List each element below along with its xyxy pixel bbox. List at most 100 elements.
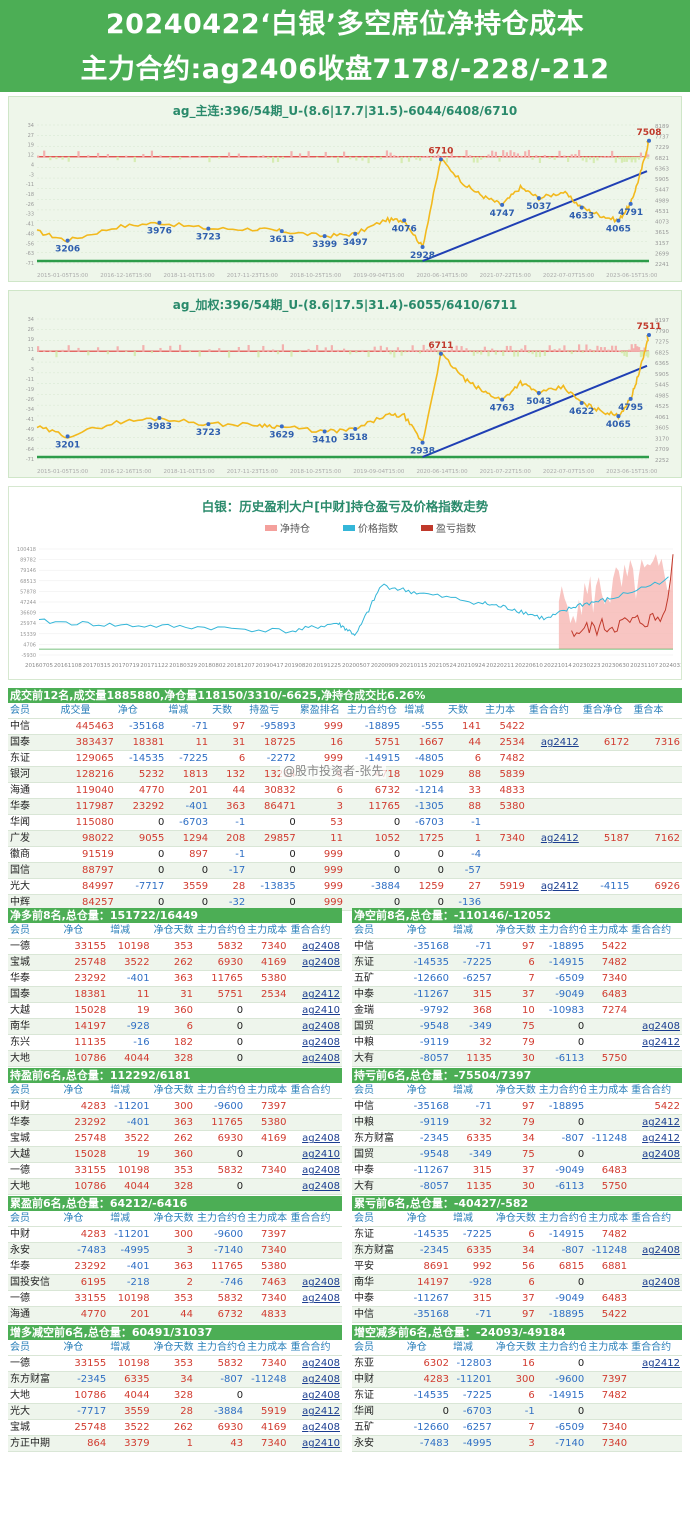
table-cell: 23292 (115, 798, 167, 816)
position-bar (55, 351, 58, 358)
column-header: 主力成本 (245, 1340, 289, 1357)
table-cell: ag2408 (288, 954, 342, 972)
peak-label: 4633 (569, 212, 594, 222)
position-bar (558, 348, 561, 352)
table-cell (580, 862, 632, 880)
table-cell: 7340 (245, 1290, 289, 1308)
table-header-row: 会员 净仓 增减 净仓天数 主力合约仓 主力成本 重合合约 (8, 1211, 342, 1228)
table-row: 南华 14197 -928 6 0 ag2408 (8, 1018, 342, 1036)
position-bar (267, 349, 270, 352)
position-bar (106, 351, 109, 355)
table-cell: 宝城 (8, 954, 62, 972)
table-row: 中信 -35168 -71 97 -18895 5422 (352, 1306, 682, 1324)
position-bar (487, 154, 490, 158)
table-cell: 东证 (352, 1226, 405, 1244)
position-bar (548, 156, 551, 159)
table-cell: -3884 (344, 878, 403, 896)
table-cell: 3559 (108, 1403, 152, 1421)
table-cell: 353 (151, 1355, 195, 1373)
table-header-row: 会员 净仓 增减 净仓天数 主力合约仓 主力成本 重合合约 (352, 923, 682, 940)
table-cell: 897 (166, 846, 211, 864)
table-cell: -746 (195, 1274, 246, 1292)
table-cell: 0 (115, 814, 167, 832)
position-bar (343, 348, 346, 352)
table-cell (629, 1306, 682, 1324)
table-cell (631, 798, 682, 816)
position-bar (603, 156, 606, 158)
table-cell: -35168 (404, 1306, 451, 1324)
position-bar (316, 156, 319, 158)
position-bar (647, 156, 650, 160)
table-cell: 11135 (61, 1034, 109, 1052)
position-bar (336, 156, 340, 163)
position-bar (600, 347, 603, 352)
table-cell: 10786 (61, 1050, 109, 1068)
position-bar (632, 156, 635, 160)
table-cell (245, 1387, 289, 1405)
column-header: 会员 (352, 1340, 405, 1357)
table-cell: -35168 (404, 938, 451, 956)
position-bar (628, 349, 631, 352)
table-row: 华闻 115080 0 -6703 -1 0 53 0 -6703 -1 (8, 814, 682, 832)
right-tick-label: 7229 (655, 145, 669, 151)
position-bar (630, 156, 633, 163)
table-cell: 30 (493, 1050, 537, 1068)
table-cell: -71 (166, 718, 211, 736)
table-cell: 10 (493, 1002, 537, 1020)
table-cell (245, 1002, 289, 1020)
position-bar (480, 156, 483, 160)
position-bar (67, 156, 70, 162)
table-cell: 中泰 (352, 1290, 405, 1308)
x-tick-label: 2018-10-25T15:00 (290, 469, 342, 475)
column-header: 净仓 (61, 1083, 109, 1100)
table-cell: 115080 (58, 814, 116, 832)
peak-marker (420, 440, 425, 445)
x-tick-label: 20200909 (371, 663, 399, 669)
table-cell: 银河 (8, 766, 59, 784)
table-cell: 海通 (8, 1306, 62, 1324)
table-cell: -9600 (195, 1226, 246, 1244)
table-row: 国泰 18381 11 31 5751 2534 ag2412 (8, 986, 342, 1004)
table-cell: 1 (151, 1435, 195, 1453)
table-cell: 262 (151, 954, 195, 972)
position-bar (169, 345, 172, 352)
table-cell: 3 (493, 1435, 537, 1453)
position-bar (558, 150, 561, 158)
table-cell: -11267 (404, 986, 451, 1004)
column-header: 成交量 (58, 703, 116, 720)
column-header: 主力成本 (245, 923, 289, 940)
position-bar (49, 350, 52, 352)
left-tick-label: -56 (26, 241, 34, 247)
legend-swatch (343, 525, 355, 531)
table-row: 大地 10786 4044 328 0 ag2408 (8, 1050, 342, 1068)
column-header: 主力合约仓 (195, 1083, 246, 1100)
position-bar (257, 351, 260, 358)
x-tick-label: 20181207 (227, 663, 255, 669)
position-bar (535, 351, 538, 358)
table-cell: -9600 (536, 1371, 587, 1389)
table-row: 华泰 23292 -401 363 11765 5380 (8, 1258, 342, 1276)
table-cell: -2345 (404, 1130, 451, 1148)
position-bar (87, 351, 90, 356)
table-cell (526, 814, 581, 832)
left-tick-label: 12 (28, 153, 34, 159)
peak-marker (157, 220, 162, 225)
table-cell: 中粮 (352, 1034, 405, 1052)
table-cell: 383437 (58, 734, 116, 752)
table-cell (629, 1290, 682, 1308)
position-bar (639, 351, 643, 358)
column-header: 重合净仓 (580, 703, 632, 720)
table-cell: -17 (210, 862, 248, 880)
position-bar (169, 156, 172, 160)
position-bar (494, 151, 497, 158)
position-bar (516, 153, 520, 158)
position-bar (465, 348, 468, 352)
position-bar (142, 153, 145, 158)
table-cell: 44 (446, 734, 484, 752)
column-header: 增减 (166, 703, 211, 720)
position-bar (596, 156, 599, 161)
column-header: 净仓天数 (151, 1083, 195, 1100)
column-header: 会员 (8, 923, 62, 940)
left-tick-label: -64 (26, 447, 34, 453)
